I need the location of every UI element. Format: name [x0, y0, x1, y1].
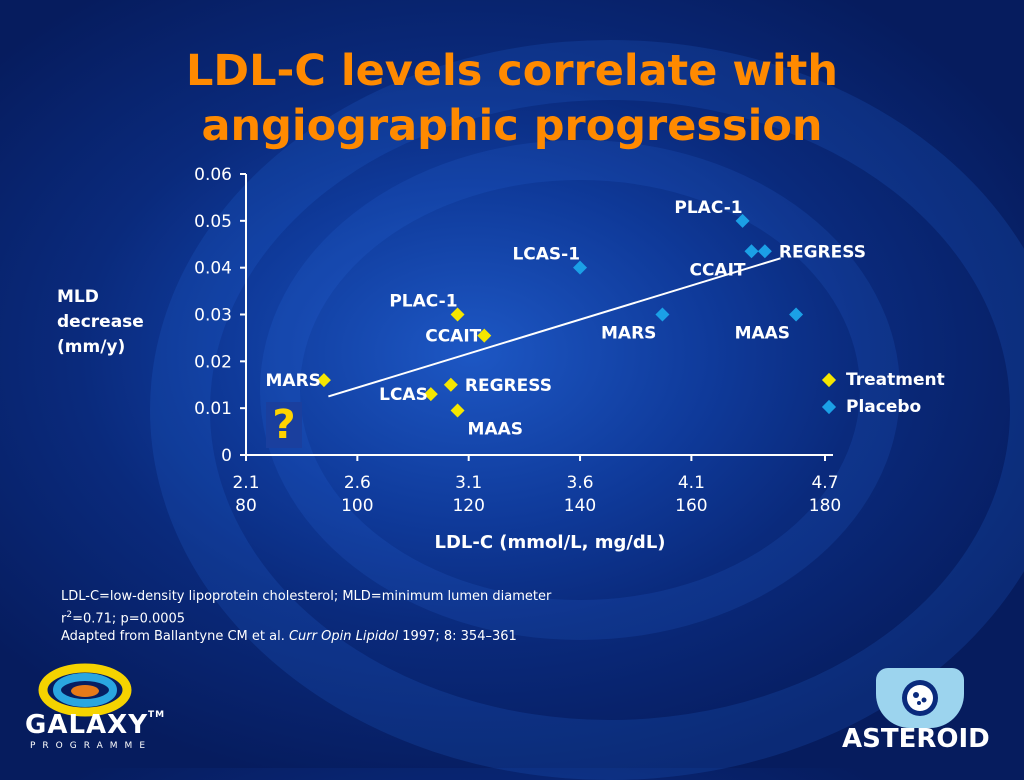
y-tick-label: 0.04 — [194, 259, 232, 279]
data-point-label: LCAS — [379, 385, 428, 405]
data-point-treatment — [477, 328, 492, 343]
data-point-label: MARS — [601, 324, 656, 344]
data-point-label: LCAS-1 — [512, 245, 580, 265]
galaxy-trademark: TM — [148, 710, 166, 720]
x-tick-label-mmol: 3.6 — [567, 473, 594, 493]
data-point-treatment — [443, 377, 458, 392]
data-point-label: CCAIT — [425, 327, 481, 347]
y-tick-label: 0.01 — [194, 399, 232, 419]
footnote-authors: Adapted from Ballantyne CM et al. — [61, 629, 289, 645]
slide-title: LDL-C levels correlate with angiographic… — [0, 44, 1024, 154]
data-point-placebo — [735, 213, 750, 228]
footnote-r: r — [61, 611, 67, 627]
question-mark-box: ? — [266, 402, 302, 448]
footnote-superscript: 2 — [66, 610, 73, 620]
data-point-treatment — [423, 387, 438, 402]
legend-item-treatment: Treatment — [820, 366, 945, 393]
data-point-treatment — [450, 403, 465, 418]
x-tick-label-mgdl: 80 — [235, 496, 257, 516]
galaxy-programme-label: PROGRAMME — [30, 741, 153, 751]
data-point-label: REGRESS — [779, 242, 866, 262]
data-point-placebo — [655, 307, 670, 322]
y-axis-title-line: decrease — [57, 312, 144, 332]
asteroid-emblem-icon — [902, 680, 938, 716]
chart-legend: Treatment Placebo — [820, 366, 945, 420]
x-tick-label-mmol: 3.1 — [455, 473, 482, 493]
data-point-label: PLAC-1 — [389, 292, 457, 312]
placebo-marker-icon — [821, 399, 837, 414]
data-point-treatment — [316, 373, 331, 388]
footnotes: LDL-C=low-density lipoprotein cholestero… — [61, 588, 551, 646]
x-tick-label-mmol: 2.1 — [232, 473, 259, 493]
x-tick-label-mgdl: 180 — [809, 496, 841, 516]
galaxy-word: GALAXY — [25, 710, 149, 740]
footnote-citation: 1997; 8: 354–361 — [398, 629, 517, 645]
asteroid-wordmark: ASTEROID — [842, 724, 990, 754]
data-point-placebo — [744, 244, 759, 259]
data-point-label: MARS — [266, 371, 321, 391]
x-tick-label-mgdl: 100 — [341, 496, 373, 516]
x-tick-label-mmol: 4.7 — [811, 473, 838, 493]
y-axis-title-line: MLD — [57, 287, 99, 307]
y-tick-label: 0 — [221, 446, 232, 466]
footnote-reference: Adapted from Ballantyne CM et al. Curr O… — [61, 628, 551, 646]
y-tick-label: 0.05 — [194, 212, 232, 232]
data-point-placebo — [789, 307, 804, 322]
data-point-label: CCAIT — [689, 260, 745, 280]
legend-item-placebo: Placebo — [820, 393, 945, 420]
title-line-2: angiographic progression — [201, 101, 823, 151]
y-tick-label: 0.06 — [194, 165, 232, 185]
data-point-placebo — [757, 244, 772, 259]
data-point-label: MAAS — [468, 420, 523, 440]
x-tick-label-mgdl: 160 — [675, 496, 707, 516]
data-point-label: REGRESS — [465, 376, 552, 396]
data-point-placebo — [573, 260, 588, 275]
y-axis-title-line: (mm/y) — [57, 337, 126, 357]
galaxy-logo-icon — [38, 663, 132, 717]
treatment-marker-icon — [821, 372, 837, 387]
x-tick-label-mgdl: 120 — [452, 496, 484, 516]
footnote-abbreviations: LDL-C=low-density lipoprotein cholestero… — [61, 589, 552, 604]
x-tick-label-mmol: 2.6 — [344, 473, 371, 493]
galaxy-wordmark: GALAXYTM — [25, 710, 165, 740]
y-axis-title: MLD decrease (mm/y) — [57, 285, 177, 360]
asteroid-badge-icon — [876, 668, 964, 728]
data-point-treatment — [450, 307, 465, 322]
y-tick-label: 0.03 — [194, 306, 232, 326]
legend-label: Treatment — [846, 369, 945, 390]
data-point-label: PLAC-1 — [674, 198, 742, 218]
y-tick-label: 0.02 — [194, 352, 232, 372]
title-line-1: LDL-C levels correlate with — [186, 46, 838, 96]
data-point-label: MAAS — [735, 324, 790, 344]
footnote-journal: Curr Opin Lipidol — [288, 629, 399, 645]
x-tick-label-mmol: 4.1 — [678, 473, 705, 493]
x-tick-label-mgdl: 140 — [564, 496, 596, 516]
footnote-r2-value: =0.71; p=0.0005 — [72, 611, 186, 627]
legend-label: Placebo — [846, 396, 922, 417]
footnote-statistics: r2=0.71; p=0.0005 — [61, 606, 551, 628]
trend-line — [328, 257, 781, 398]
x-axis-title: LDL-C (mmol/L, mg/dL) — [434, 532, 666, 553]
